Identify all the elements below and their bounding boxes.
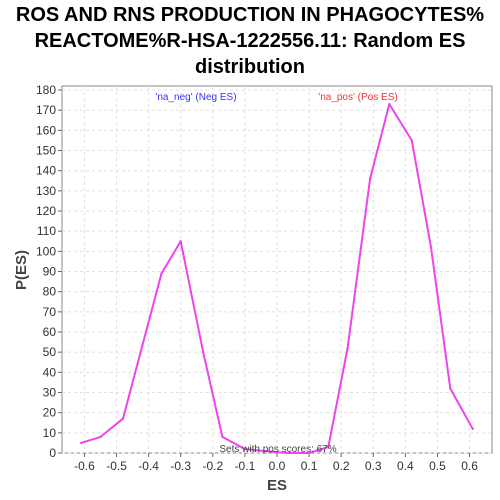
data-point [262,449,266,453]
x-tick-label: -0.2 [202,459,223,473]
data-point [221,435,224,439]
y-axis-title: P(ES) [13,250,30,290]
chart-title-line-1: ROS AND RNS PRODUCTION IN PHAGOCYTES% [15,4,485,26]
y-tick-label: 20 [43,406,57,420]
data-point [243,447,247,451]
chart-title-line-3: distribution [195,56,305,78]
x-tick-label: 0.3 [365,459,382,473]
y-tick-label: 130 [36,184,56,198]
y-tick-label: 110 [37,224,56,238]
x-tick-label: -0.4 [138,459,159,473]
y-tick-label: 0 [49,446,56,460]
data-point [471,427,474,431]
x-tick-label: 0.2 [333,459,350,473]
series-layer [80,102,474,455]
y-axis: 0 10 20 30 40 50 60 70 80 90 100 110 120 130 140 150 160… [36,83,62,460]
legend: 'na_neg' (Neg ES) 'na_pos' (Pos ES) [155,92,397,103]
y-tick-label: 60 [43,325,57,339]
data-point [179,240,182,243]
y-tick-label: 10 [43,426,57,440]
y-tick-label: 150 [36,144,56,158]
y-tick-label: 180 [36,83,56,97]
x-tick-label: -0.3 [170,459,191,473]
y-tick-label: 160 [36,123,56,137]
x-tick-label: 0.4 [397,459,414,473]
data-point [80,441,83,445]
legend-entry-pos: 'na_pos' (Pos ES) [318,92,397,103]
y-tick-label: 120 [36,204,56,218]
grid-lines [62,86,492,454]
data-point [429,246,433,249]
y-tick-label: 170 [36,103,56,117]
y-tick-label: 80 [43,285,57,299]
data-point [410,139,413,142]
x-tick-label: -0.1 [235,459,256,473]
data-point [160,272,163,275]
series-line-0 [81,103,474,454]
data-point [327,445,330,449]
x-axis: -0.6 -0.5 -0.4 -0.3 -0.2 -0.1 0.0 0.1 0.2 0.3 0.4 0… [74,453,478,473]
data-point [99,435,102,439]
data-point [449,387,452,390]
x-tick-label: -0.5 [106,459,127,473]
data-point [201,350,205,354]
x-tick-label: 0.1 [301,459,318,473]
x-tick-label: -0.6 [74,459,95,473]
annotation-pos-scores: Sets with pos scores: 67% [219,444,336,455]
data-point [141,344,144,348]
y-tick-label: 140 [36,164,56,178]
data-point [346,346,349,350]
data-point [368,177,372,180]
y-tick-label: 100 [36,244,56,258]
y-tick-label: 40 [43,365,57,379]
data-point [388,102,391,106]
data-point [285,451,288,455]
y-tick-label: 90 [43,265,57,279]
chart-title-line-2: REACTOME%R-HSA-1222556.11: Random ES [34,30,466,52]
y-tick-label: 70 [43,305,57,319]
data-point [307,451,311,455]
legend-entry-neg: 'na_neg' (Neg ES) [155,92,236,103]
x-tick-label: 0.5 [429,459,446,473]
x-tick-label: 0.6 [461,459,478,473]
x-tick-label: 0.0 [269,459,286,473]
y-tick-label: 50 [43,345,57,359]
data-point [121,417,125,420]
x-axis-title: ES [267,477,287,494]
y-tick-label: 30 [43,386,57,400]
